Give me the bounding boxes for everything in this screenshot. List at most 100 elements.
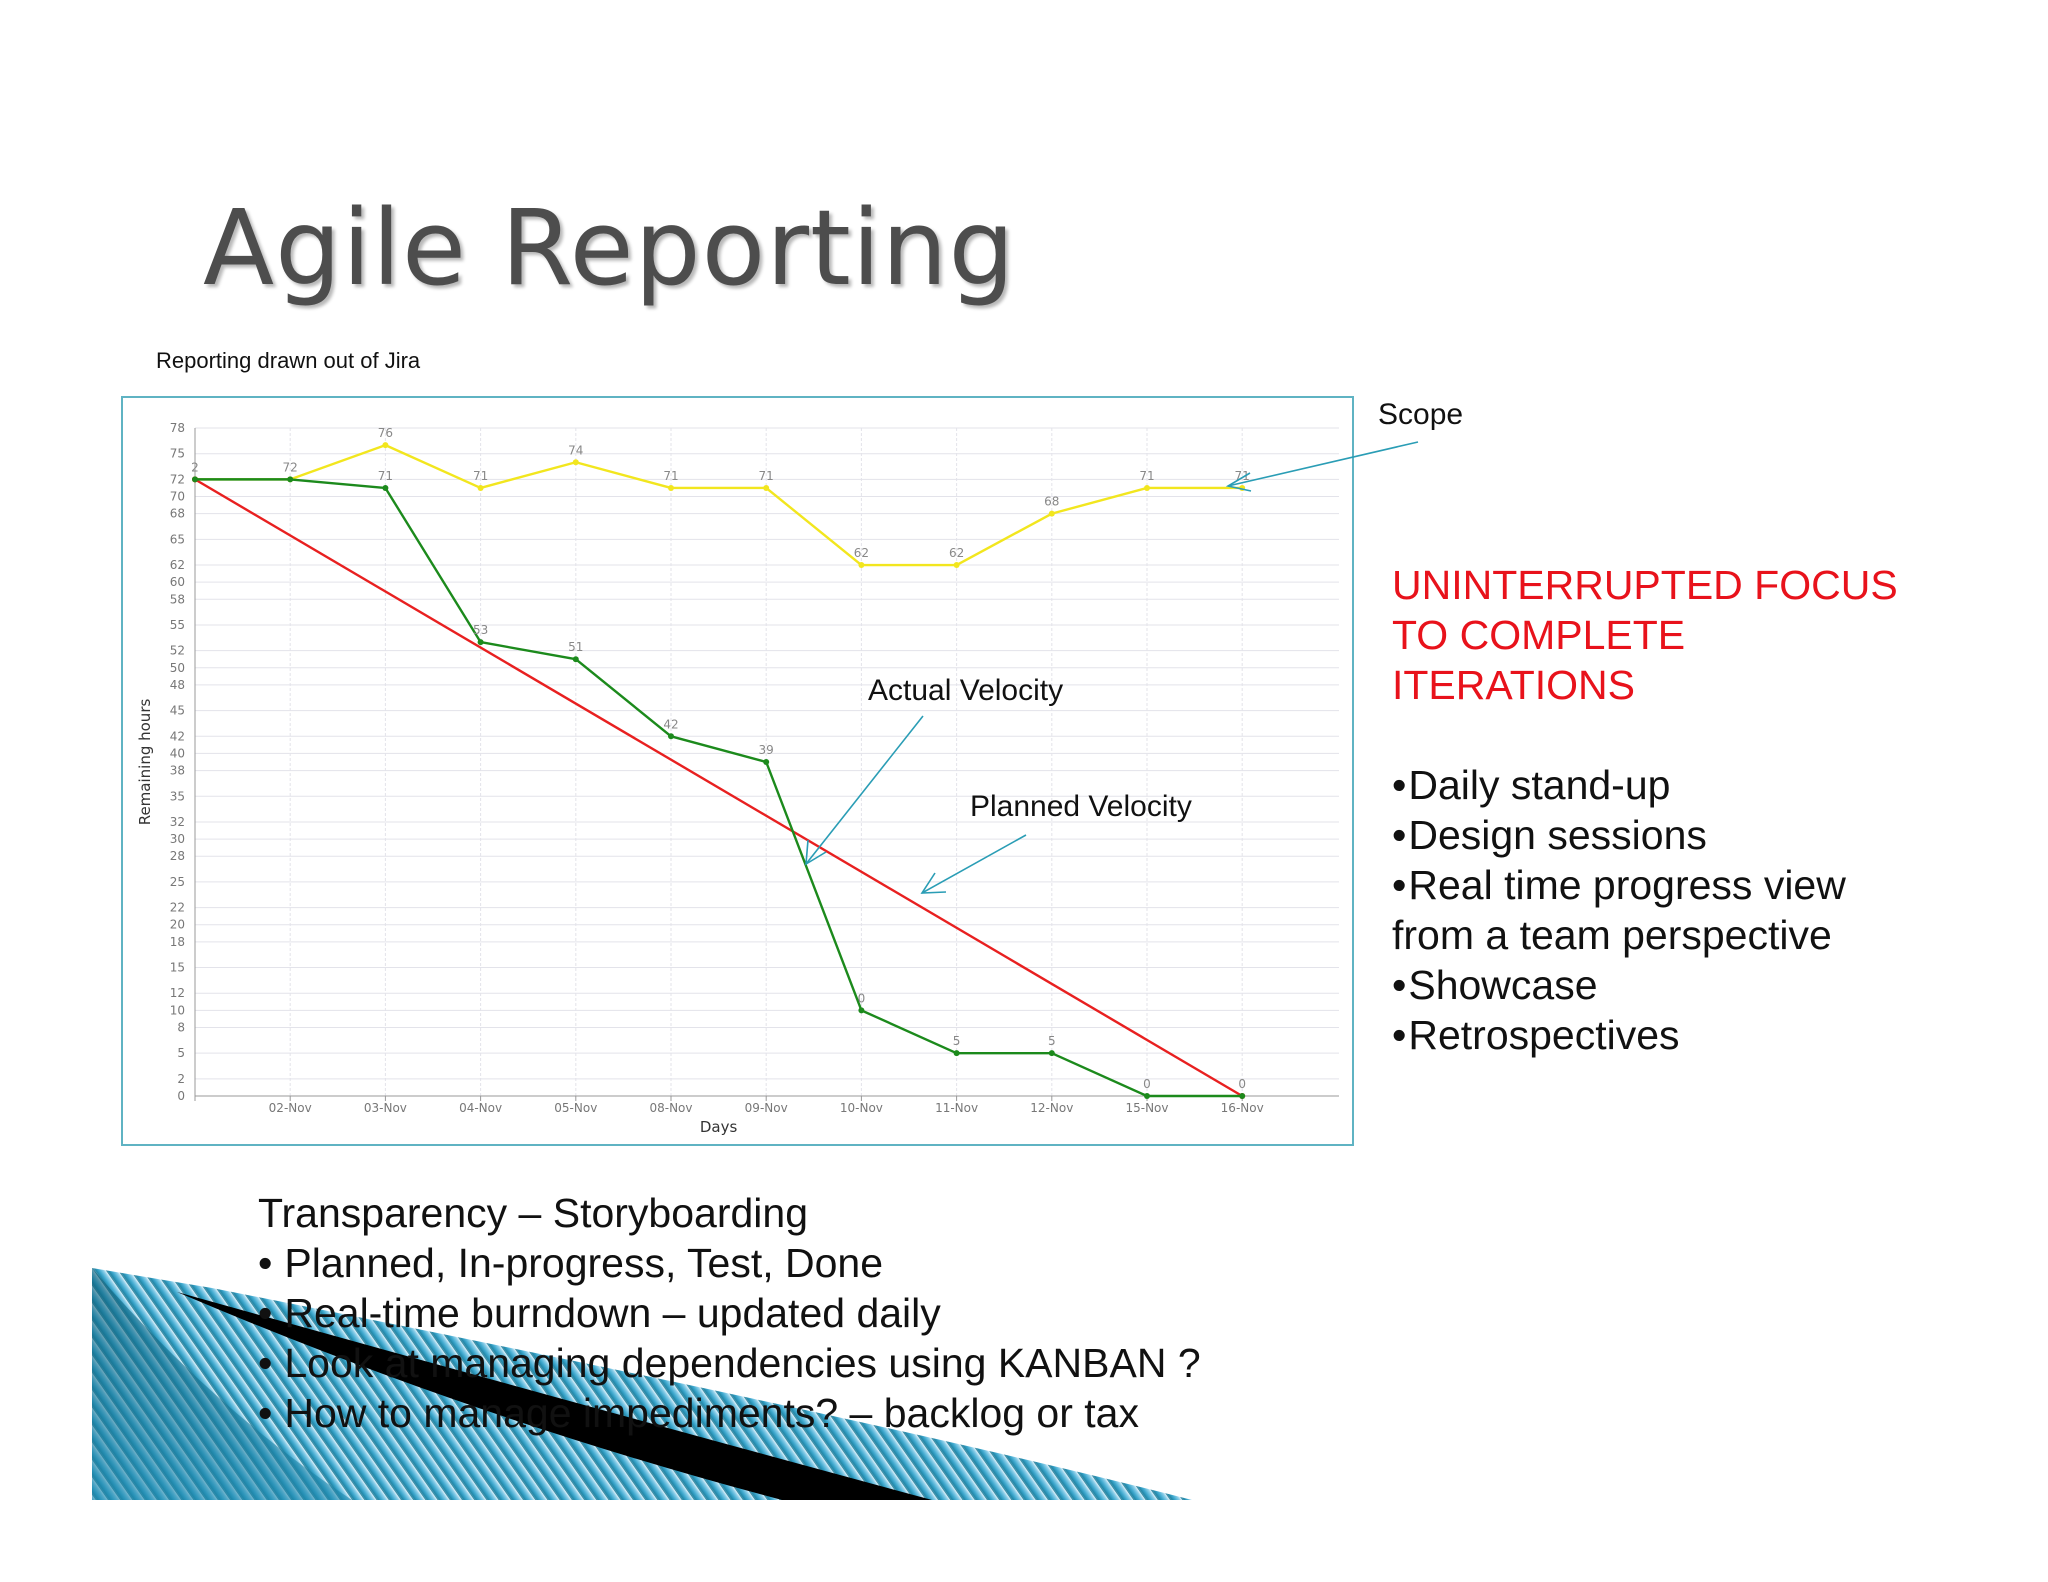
y-tick-label: 15 xyxy=(170,961,185,975)
x-tick-label: 05-Nov xyxy=(554,1101,597,1115)
x-tick-label: 11-Nov xyxy=(935,1101,978,1115)
data-label: 68 xyxy=(1044,495,1059,509)
data-label: 62 xyxy=(854,546,869,560)
transparency-item: • Look at managing dependencies using KAN… xyxy=(258,1340,1201,1386)
data-label: 72 xyxy=(283,460,298,474)
data-label: 71 xyxy=(1235,469,1250,483)
data-label: 39 xyxy=(759,743,774,757)
x-tick-label: 12-Nov xyxy=(1030,1101,1073,1115)
y-tick-label: 78 xyxy=(170,421,185,435)
y-tick-label: 48 xyxy=(170,678,185,692)
data-point xyxy=(1048,510,1055,517)
transparency-item: • How to manage impediments? – backlog or… xyxy=(258,1390,1139,1436)
data-point xyxy=(763,759,770,765)
series-line xyxy=(194,478,1243,1098)
y-tick-label: 32 xyxy=(170,815,185,829)
data-label: 0 xyxy=(1143,1077,1151,1091)
data-label: 71 xyxy=(473,469,488,483)
data-label: 62 xyxy=(949,546,964,560)
data-label: 42 xyxy=(663,717,678,731)
y-tick-label: 20 xyxy=(170,918,185,932)
practice-item: •Design sessions xyxy=(1392,812,1707,858)
data-point xyxy=(287,476,294,483)
data-label: 74 xyxy=(568,443,583,457)
transparency-heading: Transparency – Storyboarding xyxy=(258,1190,808,1236)
practice-item: •Daily stand-up xyxy=(1392,762,1671,808)
data-label: 2 xyxy=(191,460,199,474)
data-point xyxy=(572,459,579,466)
x-axis-title: Days xyxy=(700,1118,738,1136)
y-tick-label: 30 xyxy=(170,832,185,846)
x-tick-label: 10-Nov xyxy=(840,1101,883,1115)
y-tick-label: 18 xyxy=(170,935,185,949)
data-point xyxy=(192,476,198,483)
y-tick-label: 65 xyxy=(170,532,185,546)
y-tick-label: 5 xyxy=(177,1046,185,1060)
practices-list: •Daily stand-up •Design sessions •Real t… xyxy=(1392,760,1846,1060)
actual-velocity-label: Actual Velocity xyxy=(868,674,1064,707)
data-label: 76 xyxy=(378,426,393,440)
practice-item: •Real time progress view xyxy=(1392,862,1846,908)
y-tick-label: 22 xyxy=(170,901,185,915)
series-line xyxy=(195,443,1243,567)
focus-line: TO COMPLETE xyxy=(1392,612,1686,658)
page-title: Agile Reporting xyxy=(203,187,1016,309)
data-point xyxy=(668,733,674,740)
chart-source-note: Reporting drawn out of Jira xyxy=(156,348,421,373)
burndown-chart: 0 2 5 8 10 12 15 18 20 22 25 28 30 32 35 38 40 42 45 48 50 52… xyxy=(121,396,1354,1146)
y-tick-label: 60 xyxy=(170,575,185,589)
x-tick-label: 09-Nov xyxy=(745,1101,788,1115)
data-label: 71 xyxy=(1139,469,1154,483)
data-point xyxy=(382,484,389,491)
x-tick-label: 02-Nov xyxy=(269,1101,312,1115)
transparency-item: • Real-time burndown – updated daily xyxy=(258,1290,941,1336)
transparency-item: • Planned, In-progress, Test, Done xyxy=(258,1240,884,1286)
data-label: 53 xyxy=(473,623,488,637)
x-tick-label: 15-Nov xyxy=(1125,1101,1168,1115)
y-tick-label: 55 xyxy=(170,618,185,632)
y-tick-label: 58 xyxy=(170,592,185,606)
y-tick-label: 0 xyxy=(177,1089,185,1103)
focus-heading: UNINTERRUPTED FOCUS TO COMPLETE ITERATIO… xyxy=(1392,560,1898,710)
y-tick-label: 40 xyxy=(170,746,185,760)
data-label: 0 xyxy=(1238,1077,1246,1091)
y-tick-label: 75 xyxy=(170,447,185,461)
data-point xyxy=(477,484,484,491)
y-tick-label: 52 xyxy=(170,644,185,658)
data-label: 71 xyxy=(663,469,678,483)
x-tick-label: 16-Nov xyxy=(1221,1101,1264,1115)
data-point xyxy=(1144,484,1150,491)
data-point xyxy=(572,656,579,663)
data-point xyxy=(763,484,770,491)
data-point xyxy=(1144,1093,1150,1099)
y-tick-label: 25 xyxy=(170,875,185,889)
focus-line: UNINTERRUPTED FOCUS xyxy=(1392,562,1898,608)
y-tick-label: 10 xyxy=(170,1003,185,1017)
y-tick-label: 2 xyxy=(177,1072,185,1086)
y-tick-label: 8 xyxy=(177,1020,185,1034)
data-label: 5 xyxy=(1048,1034,1056,1048)
data-point xyxy=(477,639,484,646)
data-label: 71 xyxy=(378,469,393,483)
data-point xyxy=(858,562,865,569)
transparency-list: • Planned, In-progress, Test, Done • Real-… xyxy=(258,1238,1201,1438)
data-point xyxy=(1239,1093,1246,1099)
y-tick-label: 45 xyxy=(170,704,185,718)
data-point xyxy=(953,1050,960,1057)
x-tick-label: 03-Nov xyxy=(364,1101,407,1115)
practice-item: •Showcase xyxy=(1392,962,1598,1008)
y-tick-label: 50 xyxy=(170,661,185,675)
burndown-chart-svg: 0258101215182022252830323538404245485052… xyxy=(136,421,1339,1136)
practice-item: •Retrospectives xyxy=(1392,1012,1680,1058)
y-tick-label: 12 xyxy=(170,986,185,1000)
data-point xyxy=(858,1007,865,1014)
x-tick-label: 08-Nov xyxy=(649,1101,692,1115)
decorative-swoosh xyxy=(92,1268,1192,1500)
y-tick-label: 28 xyxy=(170,849,185,863)
data-label: 51 xyxy=(568,640,583,654)
y-tick-label: 70 xyxy=(170,490,185,504)
series-line xyxy=(195,478,1243,1098)
y-tick-label: 35 xyxy=(170,789,185,803)
y-tick-label: 72 xyxy=(170,472,185,486)
data-label: 0 xyxy=(858,991,866,1005)
